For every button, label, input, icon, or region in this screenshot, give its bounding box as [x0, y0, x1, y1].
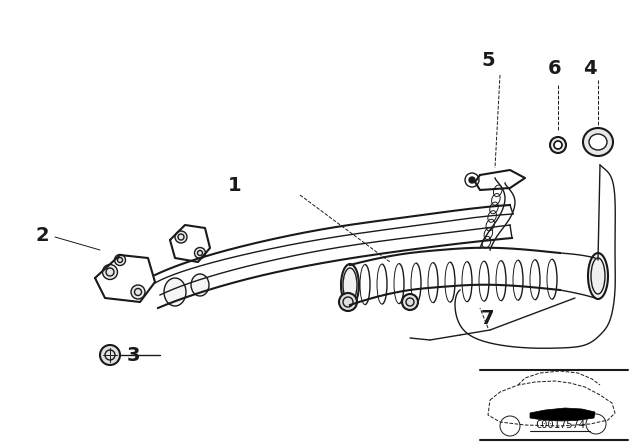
Text: C0017574: C0017574	[535, 420, 585, 430]
Ellipse shape	[115, 254, 125, 266]
Text: 7: 7	[481, 309, 495, 327]
Text: 1: 1	[228, 176, 242, 194]
Text: 4: 4	[583, 59, 597, 78]
Ellipse shape	[164, 278, 186, 306]
Circle shape	[402, 294, 418, 310]
Text: 3: 3	[126, 345, 140, 365]
Circle shape	[469, 177, 475, 183]
Ellipse shape	[588, 253, 608, 299]
Ellipse shape	[583, 128, 613, 156]
Ellipse shape	[550, 137, 566, 153]
Ellipse shape	[195, 247, 205, 258]
Circle shape	[100, 345, 120, 365]
Ellipse shape	[175, 231, 187, 243]
Ellipse shape	[341, 264, 359, 306]
Text: 5: 5	[481, 51, 495, 69]
Text: 6: 6	[548, 59, 562, 78]
Ellipse shape	[102, 264, 118, 280]
Ellipse shape	[589, 134, 607, 150]
Ellipse shape	[554, 141, 562, 149]
Circle shape	[339, 293, 357, 311]
Ellipse shape	[131, 285, 145, 299]
Text: 2: 2	[35, 225, 49, 245]
Ellipse shape	[191, 274, 209, 296]
Polygon shape	[530, 408, 595, 421]
